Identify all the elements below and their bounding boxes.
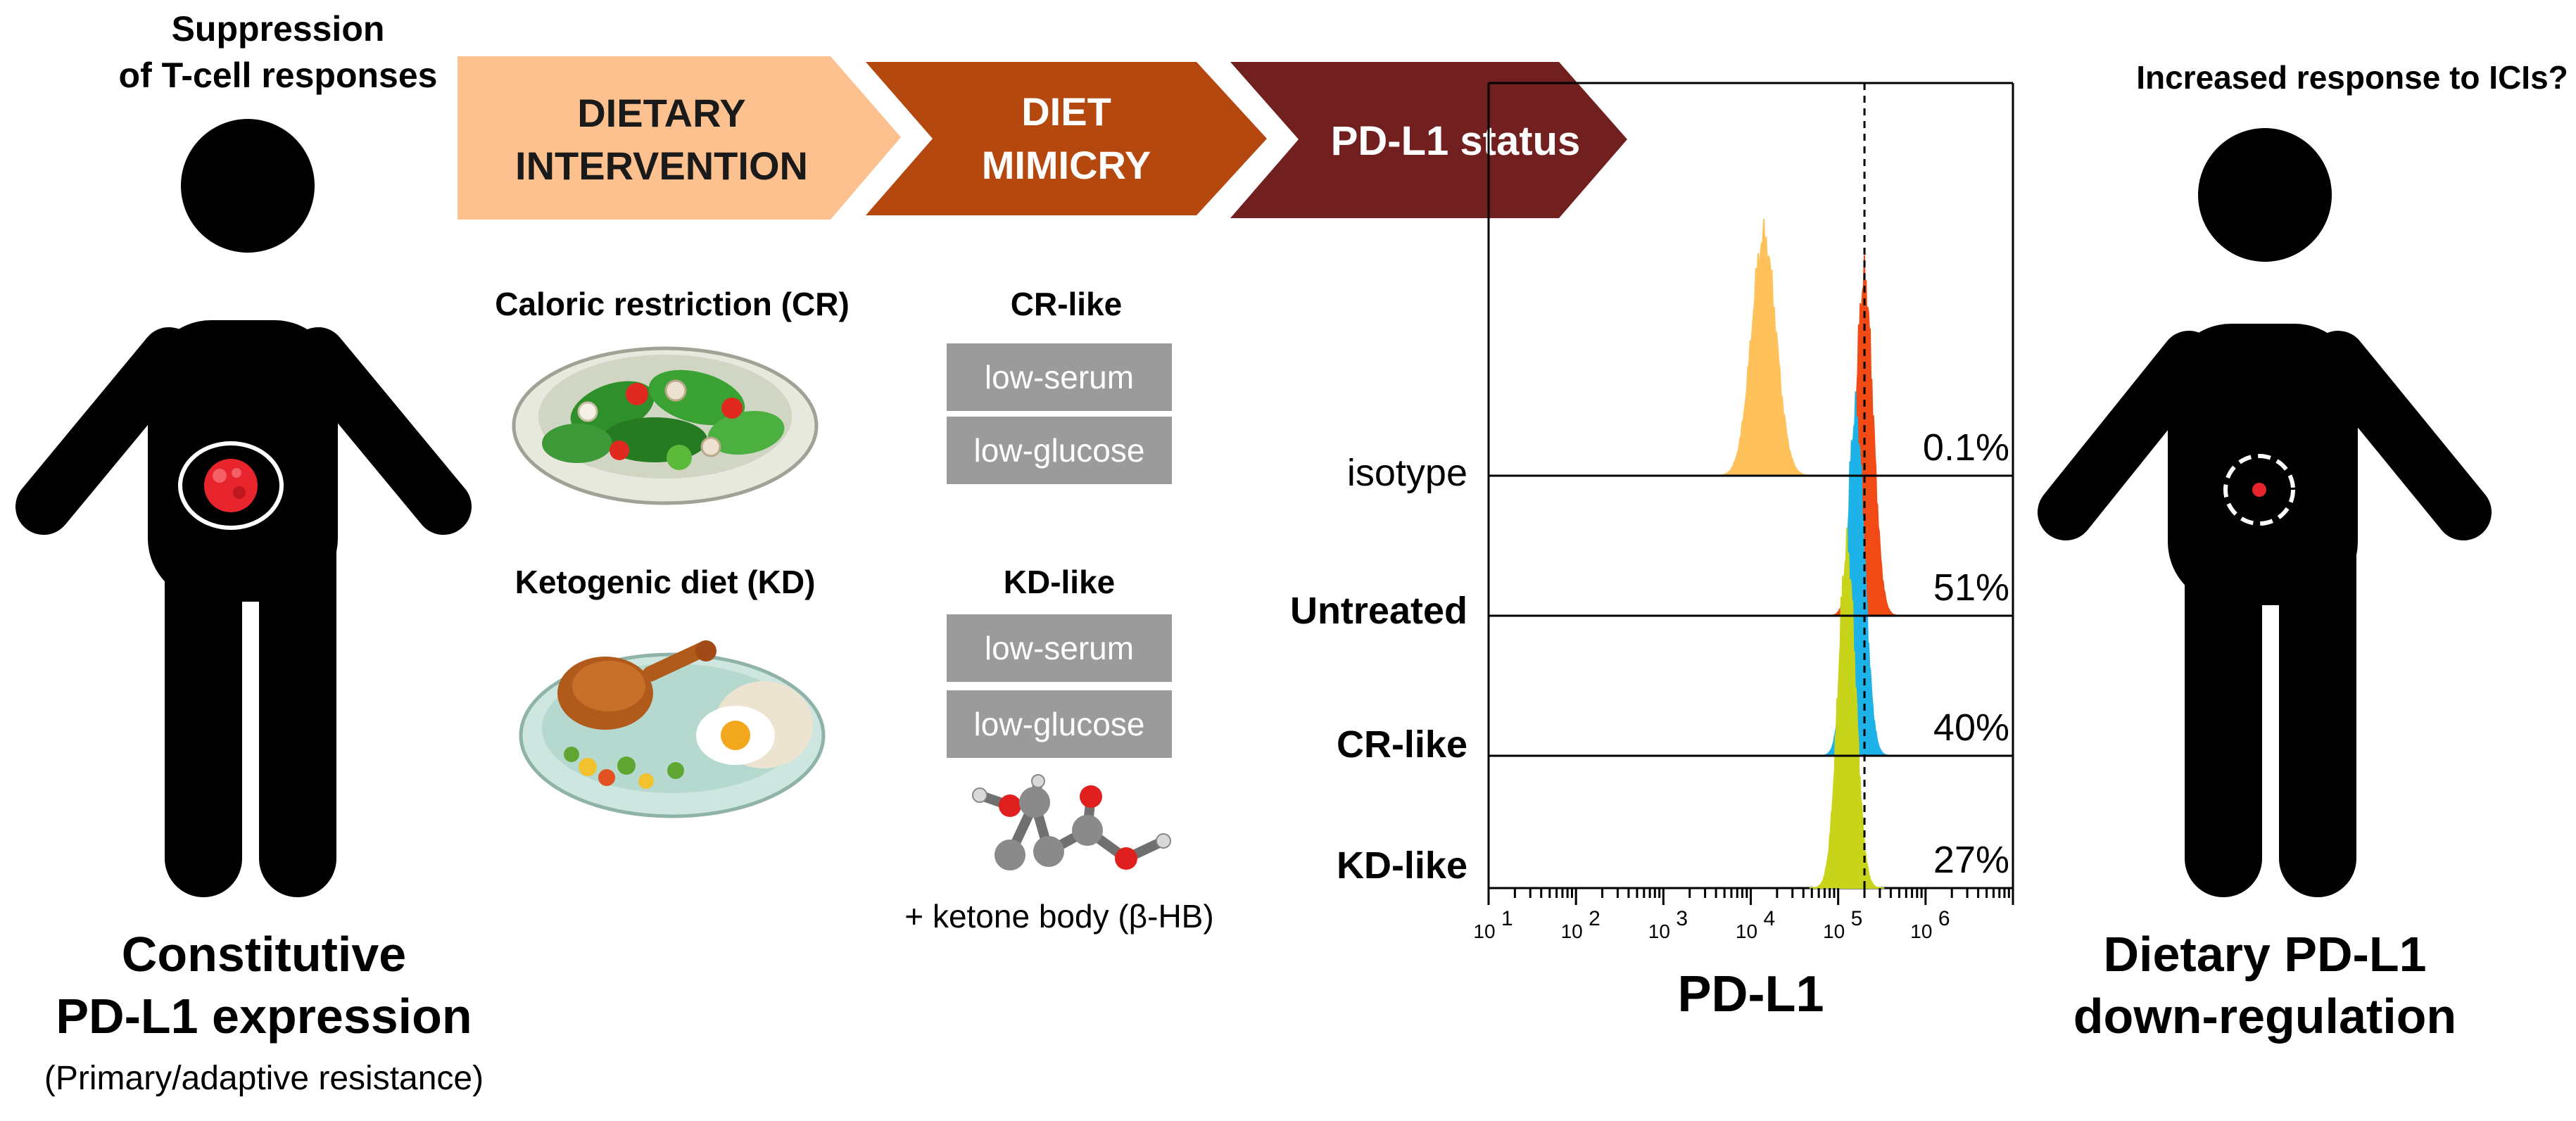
person-figure-left: [15, 119, 472, 897]
step-arrow-2: [866, 62, 1267, 215]
x-tick-label-exponent: 6: [1938, 907, 1950, 930]
row-label-kd-like: KD-like: [1337, 844, 1467, 887]
row-label-isotype: isotype: [1347, 452, 1467, 494]
right-panel: Increased response to ICIs? Dietary PD-L…: [2038, 59, 2568, 1044]
condition-label: low-glucose: [974, 706, 1145, 742]
x-tick-label: 10: [1910, 920, 1932, 942]
left-title-line1: Constitutive: [122, 927, 406, 982]
tumor-outline-left: [178, 441, 284, 530]
x-tick-label-exponent: 5: [1851, 907, 1863, 930]
condition-label: low-serum: [985, 630, 1134, 666]
x-tick-label-exponent: 2: [1589, 907, 1600, 930]
x-axis-title: PD-L1: [1677, 966, 1824, 1022]
diet-kd-label: Ketogenic diet (KD): [515, 564, 816, 600]
x-tick-label: 10: [1823, 920, 1845, 942]
left-top-label-line2: of T-cell responses: [119, 56, 438, 95]
right-top-label: Increased response to ICIs?: [2136, 59, 2568, 96]
x-tick-label-exponent: 1: [1501, 907, 1513, 930]
reduced-tumor-outline: [2223, 454, 2295, 526]
step-pdl1-status: PD-L1 status: [1230, 62, 1627, 218]
x-tick-label: 10: [1736, 920, 1757, 942]
step-arrow-3: [1230, 62, 1627, 218]
x-tick-label: 10: [1648, 920, 1670, 942]
flow-cytometry-histogram: 0.1% isotype 51% Untreated 40% CR-like 27% KD-l…: [1290, 82, 2014, 1022]
left-subtitle: (Primary/adaptive resistance): [44, 1060, 484, 1097]
percent-positive-label: 51%: [1933, 566, 2009, 609]
condition-box: [947, 417, 1172, 484]
person-figure-right: [2038, 128, 2492, 897]
tumor-icon-left: [204, 459, 258, 512]
ketone-body-label: + ketone body (β-HB): [904, 898, 1213, 935]
right-title-line2: down-regulation: [2073, 989, 2456, 1044]
step-dietary-intervention: DIETARY INTERVENTION: [457, 56, 901, 220]
process-steps: DIETARY INTERVENTION DIET MIMICRY PD-L1 …: [457, 56, 1627, 220]
percent-positive-label: 0.1%: [1923, 426, 2009, 469]
reduced-tumor-icon: [2252, 483, 2266, 497]
x-tick-label: 10: [1561, 920, 1583, 942]
right-title-line1: Dietary PD-L1: [2103, 927, 2426, 982]
condition-box: [947, 614, 1172, 682]
histogram-cr-like: [1817, 391, 1894, 756]
condition-box: [947, 690, 1172, 758]
x-tick-label-exponent: 3: [1676, 907, 1688, 930]
left-panel: Suppression of T-cell responses Constitu…: [15, 9, 484, 1097]
diet-kd: Ketogenic diet (KD): [515, 564, 826, 818]
left-top-label-line1: Suppression: [172, 9, 385, 49]
keto-plate-icon: [519, 640, 826, 818]
beta-hydroxybutyrate-molecule-icon: [972, 774, 1171, 870]
condition-label: low-glucose: [974, 432, 1145, 469]
x-tick-label: 10: [1473, 920, 1495, 942]
step-diet-mimicry: DIET MIMICRY: [866, 62, 1267, 215]
histogram-isotype: [1711, 218, 1816, 476]
mimic-kd-title: KD-like: [1004, 564, 1115, 600]
step-2-line2: MIMICRY: [982, 143, 1151, 187]
histogram-kd-like: [1809, 527, 1885, 889]
percent-positive-label: 40%: [1933, 707, 2009, 749]
salad-plate-icon: [512, 346, 819, 505]
left-title-line2: PD-L1 expression: [56, 989, 472, 1044]
condition-box: [947, 343, 1172, 411]
percent-positive-label: 27%: [1933, 839, 2009, 881]
step-2-line1: DIET: [1021, 89, 1111, 134]
mimic-kd: KD-like low-serum low-glucose: [904, 564, 1213, 935]
condition-label: low-serum: [985, 359, 1134, 395]
step-1-line2: INTERVENTION: [515, 144, 808, 188]
step-3-line1: PD-L1 status: [1331, 118, 1581, 164]
diet-cr-label: Caloric restriction (CR): [495, 286, 850, 322]
step-arrow-1: [457, 56, 901, 220]
diet-cr: Caloric restriction (CR): [495, 286, 850, 505]
row-label-cr-like: CR-like: [1337, 723, 1467, 766]
step-1-line1: DIETARY: [577, 91, 746, 135]
row-label-untreated: Untreated: [1290, 590, 1467, 632]
mimic-cr: CR-like low-serum low-glucose: [947, 286, 1172, 484]
x-tick-label-exponent: 4: [1764, 907, 1776, 930]
mimic-cr-title: CR-like: [1011, 286, 1122, 322]
